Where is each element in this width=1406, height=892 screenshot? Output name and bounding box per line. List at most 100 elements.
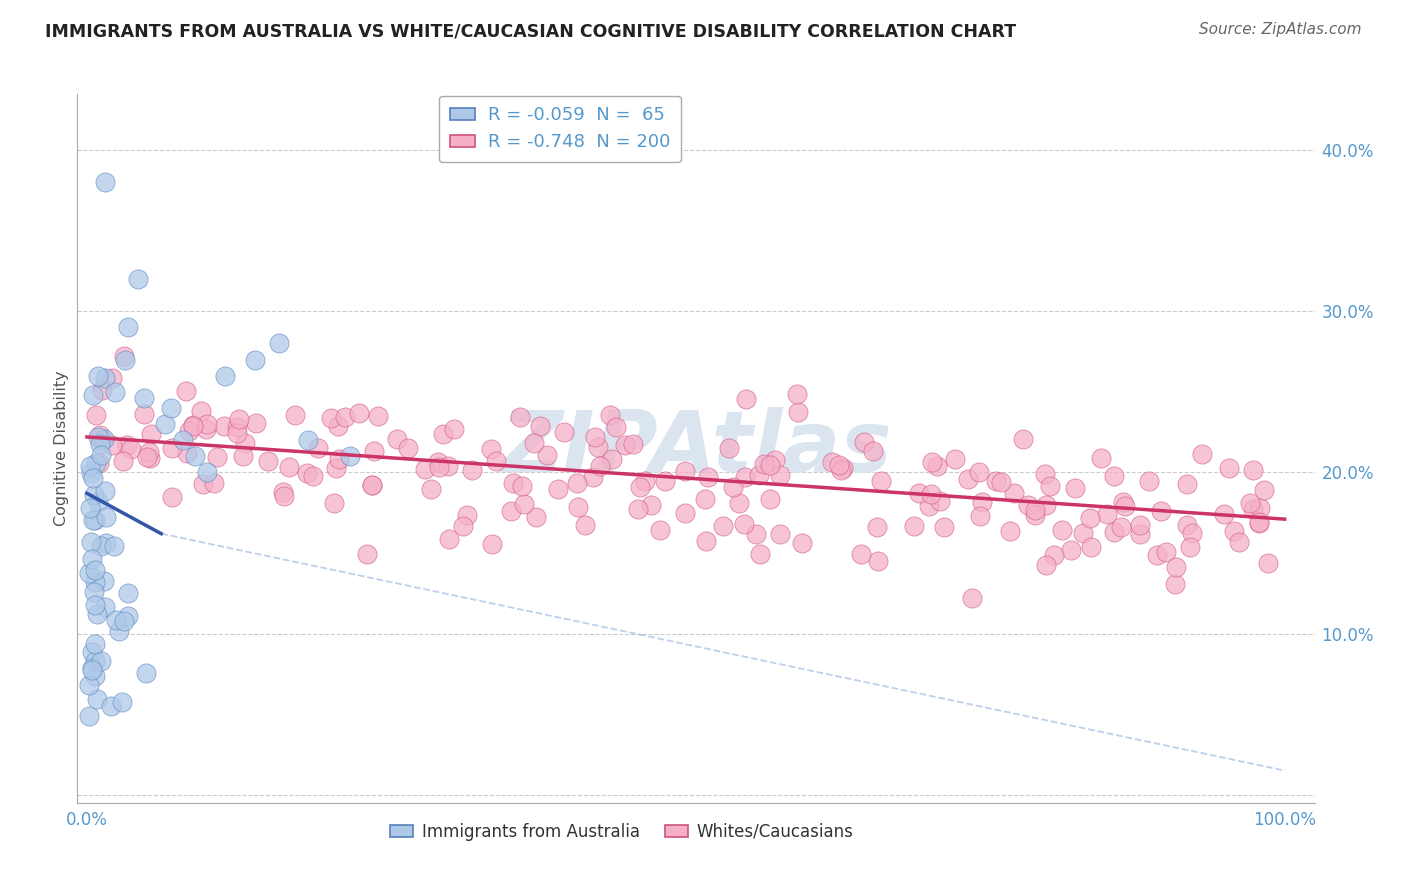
Point: [673, 506, 696, 520]
Point: [1241, 501, 1264, 516]
Point: [271, 485, 294, 500]
Point: [1239, 496, 1261, 510]
Point: [918, 499, 941, 513]
Point: [654, 475, 676, 489]
Point: [273, 489, 295, 503]
Point: [319, 410, 342, 425]
Point: [786, 405, 808, 419]
Point: [957, 472, 980, 486]
Point: [1024, 508, 1046, 522]
Point: [101, 371, 124, 385]
Point: [100, 698, 122, 713]
Point: [83, 563, 105, 577]
Point: [233, 436, 256, 450]
Point: [136, 450, 159, 464]
Point: [693, 491, 716, 506]
Point: [1035, 498, 1057, 512]
Point: [745, 526, 768, 541]
Point: [111, 454, 134, 468]
Point: [117, 438, 139, 452]
Point: [903, 518, 925, 533]
Point: [650, 523, 672, 537]
Point: [1039, 479, 1062, 493]
Point: [970, 494, 993, 508]
Point: [93, 574, 115, 588]
Point: [89, 437, 111, 451]
Point: [990, 475, 1012, 490]
Point: [827, 458, 849, 472]
Point: [456, 508, 478, 522]
Point: [628, 479, 651, 493]
Point: [82, 661, 104, 675]
Point: [1191, 447, 1213, 461]
Point: [1024, 503, 1046, 517]
Point: [1112, 495, 1135, 509]
Point: [443, 422, 465, 436]
Point: [734, 392, 756, 406]
Point: [347, 406, 370, 420]
Point: [323, 496, 346, 510]
Point: [195, 466, 218, 480]
Point: [1071, 526, 1094, 541]
Point: [588, 440, 610, 454]
Point: [132, 407, 155, 421]
Point: [79, 466, 101, 480]
Point: [1163, 577, 1185, 591]
Point: [613, 438, 636, 452]
Point: [759, 458, 782, 472]
Point: [1002, 486, 1025, 500]
Point: [866, 520, 889, 534]
Point: [1175, 476, 1198, 491]
Point: [117, 320, 139, 334]
Point: [79, 678, 101, 692]
Point: [190, 404, 212, 418]
Y-axis label: Cognitive Disability: Cognitive Disability: [53, 370, 69, 526]
Point: [621, 437, 644, 451]
Point: [640, 498, 662, 512]
Point: [225, 425, 247, 440]
Point: [1064, 481, 1087, 495]
Point: [769, 527, 792, 541]
Point: [733, 517, 755, 532]
Text: ZIPAtlas: ZIPAtlas: [501, 407, 891, 490]
Point: [1218, 461, 1240, 475]
Point: [360, 478, 382, 492]
Point: [335, 410, 357, 425]
Point: [83, 599, 105, 613]
Point: [339, 450, 361, 464]
Point: [1137, 475, 1160, 489]
Point: [769, 468, 792, 483]
Point: [1129, 527, 1152, 541]
Point: [553, 425, 575, 440]
Point: [1011, 433, 1033, 447]
Point: [83, 512, 105, 526]
Point: [479, 442, 502, 456]
Point: [385, 432, 408, 446]
Point: [547, 482, 569, 496]
Point: [326, 419, 349, 434]
Point: [361, 478, 384, 492]
Point: [91, 383, 114, 397]
Point: [830, 463, 852, 477]
Point: [135, 665, 157, 680]
Point: [1156, 545, 1178, 559]
Point: [960, 591, 983, 605]
Point: [927, 458, 949, 473]
Point: [984, 474, 1007, 488]
Point: [1178, 540, 1201, 554]
Point: [191, 477, 214, 491]
Point: [325, 461, 347, 475]
Point: [307, 441, 329, 455]
Point: [367, 409, 389, 423]
Point: [80, 552, 103, 566]
Point: [87, 495, 110, 509]
Point: [481, 537, 503, 551]
Point: [363, 443, 385, 458]
Point: [1150, 503, 1173, 517]
Point: [821, 455, 844, 469]
Point: [1043, 548, 1066, 562]
Point: [120, 442, 142, 457]
Point: [132, 391, 155, 405]
Point: [243, 352, 266, 367]
Point: [112, 614, 135, 628]
